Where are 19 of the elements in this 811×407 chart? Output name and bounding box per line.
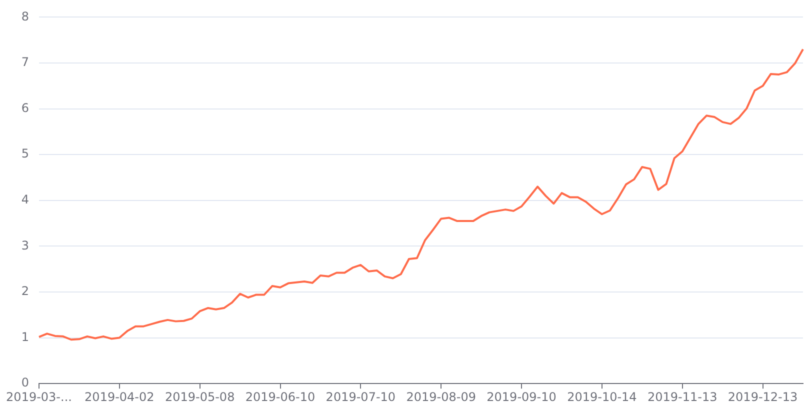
y-tick-label: 5 [21,146,29,161]
y-tick-label: 0 [21,376,29,390]
x-tick-label: 2019-12-13 [728,390,798,404]
y-tick-label: 6 [21,100,29,115]
x-tick-label: 2019-10-14 [567,390,637,404]
y-tick-label: 2 [21,284,29,298]
x-tick-label: 2019-04-02 [84,390,154,404]
x-tick-label: 2019-03-... [6,390,72,404]
x-tick-label: 2019-06-10 [245,390,316,404]
x-tick-label: 2019-08-09 [406,390,476,404]
x-tick-label: 2019-07-10 [326,390,396,404]
y-tick-label: 7 [21,55,29,70]
x-tick-label: 2019-05-08 [164,390,235,404]
x-tick-label: 2019-09-10 [486,390,556,404]
y-tick-label: 8 [21,9,29,24]
y-tick-label: 4 [21,192,29,207]
x-tick-label: 2019-11-13 [647,390,718,404]
y-tick-label: 3 [21,238,29,252]
y-tick-label: 1 [21,330,29,344]
